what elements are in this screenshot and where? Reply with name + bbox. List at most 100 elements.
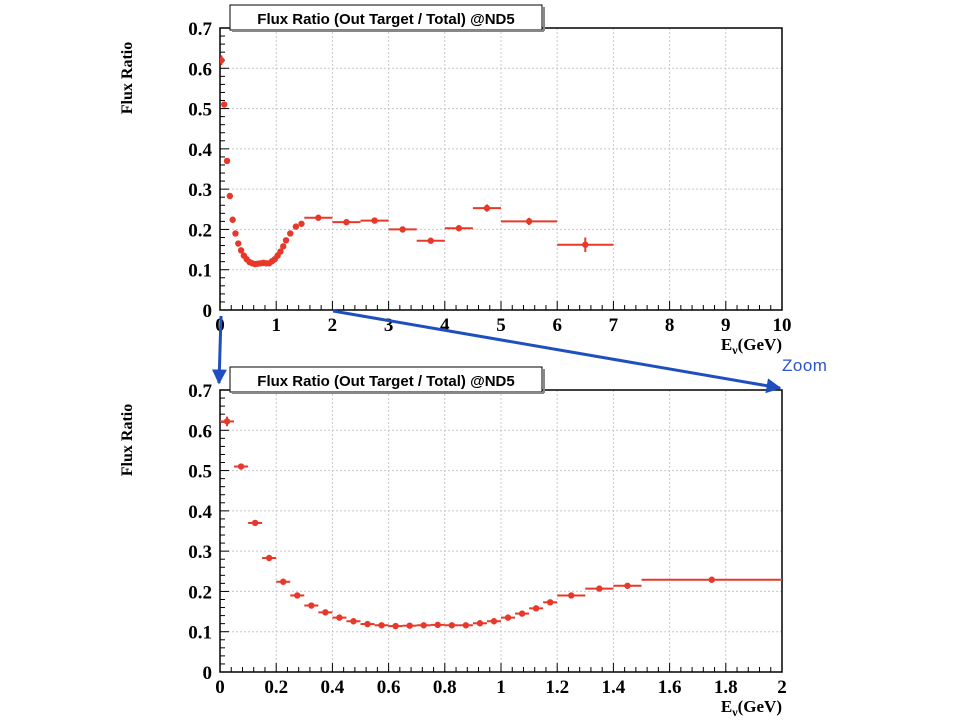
data-marker <box>251 519 259 527</box>
data-point <box>557 237 614 252</box>
data-marker <box>237 247 245 254</box>
y-tick-label: 0.5 <box>188 100 212 121</box>
data-point <box>360 217 389 224</box>
data-point <box>430 621 445 629</box>
data-marker <box>280 578 287 585</box>
y-tick-label: 0 <box>203 663 213 684</box>
data-point <box>229 216 236 223</box>
y-tick-label: 0.1 <box>188 261 212 282</box>
data-marker <box>532 605 540 612</box>
data-marker <box>294 592 301 599</box>
data-marker <box>490 618 498 625</box>
x-tick-label: 1.4 <box>602 677 626 698</box>
x-tick-label: 6 <box>552 315 562 336</box>
x-tick-label: 2 <box>328 315 338 336</box>
data-point <box>416 622 431 629</box>
data-marker <box>596 585 603 592</box>
data-point <box>360 620 375 628</box>
data-point <box>346 618 361 625</box>
x-tick-label: 10 <box>773 315 792 336</box>
x-tick-label: 9 <box>721 315 731 336</box>
data-point <box>262 554 277 562</box>
data-marker <box>455 225 463 232</box>
data-marker <box>420 622 427 629</box>
data-marker <box>226 192 234 200</box>
data-point <box>585 585 614 592</box>
y-axis-title: Flux Ratio <box>119 404 136 476</box>
x-tick-label: 0 <box>215 677 225 698</box>
data-marker <box>518 610 526 617</box>
data-point <box>280 243 287 250</box>
data-marker <box>322 609 329 616</box>
data-marker <box>232 230 239 237</box>
data-point <box>290 592 305 599</box>
data-marker <box>708 576 715 583</box>
x-axis-title: Eν(GeV) <box>721 335 782 357</box>
y-tick-label: 0.4 <box>188 502 212 523</box>
data-point <box>304 214 333 221</box>
data-marker <box>434 621 441 629</box>
x-tick-label: 4 <box>440 315 450 336</box>
data-point <box>276 578 291 585</box>
x-axis-title: Eν(GeV) <box>721 697 782 719</box>
y-tick-label: 0.5 <box>188 462 212 483</box>
data-marker <box>525 218 533 225</box>
x-tick-label: 0.8 <box>433 677 457 698</box>
data-point <box>277 248 284 255</box>
data-marker <box>343 218 350 226</box>
data-point <box>287 230 294 237</box>
x-tick-label: 7 <box>609 315 619 336</box>
data-marker <box>298 220 305 227</box>
zoom-arrow-right <box>332 309 782 394</box>
data-marker <box>364 620 371 628</box>
data-point <box>444 225 473 232</box>
data-marker <box>282 237 290 244</box>
data-point <box>543 599 558 606</box>
data-point <box>221 101 228 108</box>
data-point <box>226 192 234 200</box>
data-point <box>472 204 501 212</box>
data-series <box>220 55 614 268</box>
y-tick-label: 0.7 <box>188 381 212 402</box>
data-marker <box>229 216 236 223</box>
data-marker <box>315 214 322 221</box>
data-marker <box>378 622 385 629</box>
zoom-arrows <box>211 309 782 394</box>
y-tick-label: 0.2 <box>188 582 212 603</box>
data-marker <box>280 243 287 250</box>
data-point <box>332 218 361 226</box>
data-marker <box>427 237 434 244</box>
data-marker <box>624 582 631 589</box>
data-point <box>248 519 263 527</box>
x-tick-label: 1.6 <box>658 677 682 698</box>
data-point <box>641 576 782 583</box>
data-marker <box>406 622 413 629</box>
data-marker <box>220 57 225 64</box>
data-point <box>388 622 403 630</box>
data-marker <box>308 602 315 609</box>
y-axis-title: Flux Ratio <box>119 42 136 114</box>
data-marker <box>336 614 343 621</box>
data-point <box>486 618 501 625</box>
data-marker <box>350 618 357 625</box>
data-marker <box>223 418 231 425</box>
y-tick-label: 0.3 <box>188 542 212 563</box>
chart-title: Flux Ratio (Out Target / Total) @ND5 <box>257 11 514 28</box>
y-tick-label: 0.7 <box>188 19 212 40</box>
data-point <box>515 610 530 617</box>
y-tick-label: 0.4 <box>188 140 212 161</box>
data-marker <box>235 240 242 247</box>
data-point <box>304 602 319 609</box>
zoom-label: Zoom <box>782 356 828 375</box>
y-tick-label: 0 <box>203 301 213 322</box>
x-tick-label: 1 <box>496 677 506 698</box>
data-marker <box>399 226 406 233</box>
data-marker <box>277 248 284 255</box>
data-point <box>220 416 235 427</box>
y-tick-label: 0.3 <box>188 180 212 201</box>
x-tick-label: 1.8 <box>714 677 738 698</box>
data-point <box>292 223 300 230</box>
data-marker <box>504 614 512 621</box>
